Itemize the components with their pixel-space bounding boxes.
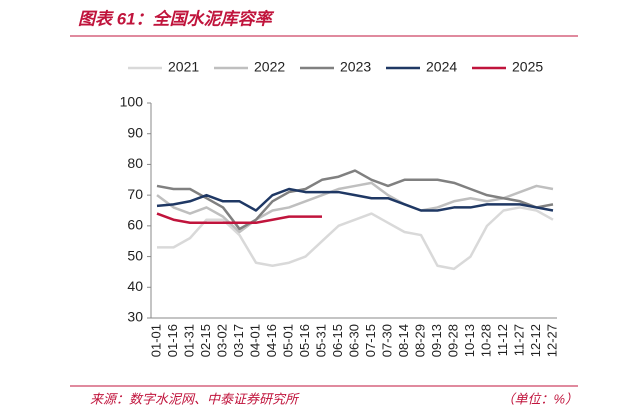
x-tick-label: 01-16 xyxy=(165,324,180,357)
legend-label: 2023 xyxy=(340,59,371,75)
unit-note: （单位：%） xyxy=(501,391,578,406)
series-line xyxy=(156,181,554,234)
series-line xyxy=(156,169,554,231)
x-tick-label: 01-31 xyxy=(181,324,196,357)
x-tick-label: 08-29 xyxy=(412,324,427,357)
y-tick-label: 40 xyxy=(127,278,143,294)
y-tick-label: 60 xyxy=(127,217,143,233)
x-tick-label: 10-28 xyxy=(478,324,493,357)
legend-label: 2021 xyxy=(168,59,199,75)
x-tick-label: 09-13 xyxy=(429,324,444,357)
chart-title: 图表 61：全国水泥库容率 xyxy=(78,9,275,28)
x-tick-label: 11-12 xyxy=(495,324,510,356)
y-tick-label: 100 xyxy=(120,94,144,110)
x-tick-label: 07-15 xyxy=(363,324,378,357)
x-tick-label: 03-17 xyxy=(231,324,246,357)
x-tick-label: 08-14 xyxy=(396,324,411,357)
x-tick-label: 12-12 xyxy=(528,324,543,357)
x-tick-label: 04-16 xyxy=(264,324,279,357)
y-tick-label: 30 xyxy=(127,309,143,325)
y-tick-label: 50 xyxy=(127,247,143,263)
x-tick-label: 06-15 xyxy=(330,324,345,357)
series-line xyxy=(156,212,322,225)
x-tick-label: 11-27 xyxy=(511,324,526,356)
y-tick-label: 90 xyxy=(127,124,143,140)
x-tick-label: 05-16 xyxy=(297,324,312,357)
series-line xyxy=(157,206,554,271)
y-tick-label: 80 xyxy=(127,155,143,171)
x-tick-label: 12-27 xyxy=(544,324,559,357)
series-line xyxy=(156,187,554,212)
x-tick-label: 04-01 xyxy=(247,324,262,357)
x-tick-label: 05-01 xyxy=(280,324,295,357)
x-tick-label: 06-30 xyxy=(346,324,361,357)
legend-label: 2025 xyxy=(512,59,543,75)
x-tick-label: 05-31 xyxy=(313,324,328,357)
x-tick-label: 03-02 xyxy=(214,324,229,357)
legend-label: 2022 xyxy=(254,59,285,75)
x-tick-label: 07-30 xyxy=(379,324,394,357)
x-tick-label: 02-15 xyxy=(198,324,213,357)
x-tick-label: 01-01 xyxy=(148,324,163,357)
source: 来源：数字水泥网、中泰证券研究所 xyxy=(90,391,300,406)
y-tick-label: 70 xyxy=(127,186,143,202)
legend-label: 2024 xyxy=(426,59,457,75)
x-tick-label: 09-28 xyxy=(445,324,460,357)
x-tick-label: 10-13 xyxy=(462,324,477,357)
